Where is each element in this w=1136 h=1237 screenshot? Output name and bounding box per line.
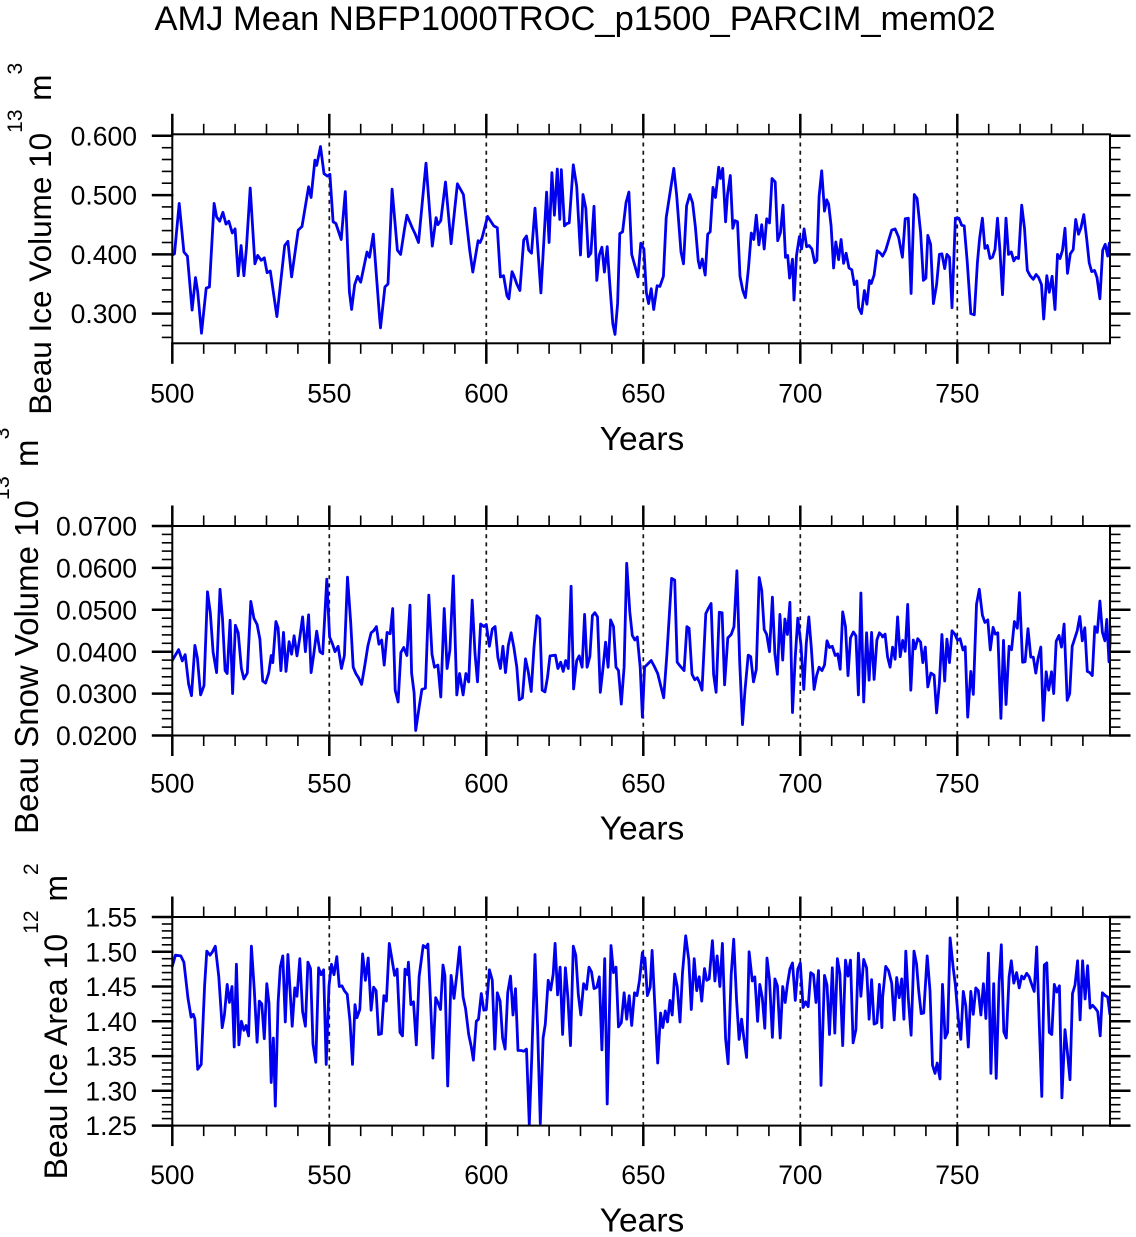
svg-text:700: 700 <box>778 378 822 408</box>
svg-text:500: 500 <box>150 378 194 408</box>
svg-text:550: 550 <box>307 1160 351 1190</box>
svg-text:700: 700 <box>778 1160 822 1190</box>
svg-text:Years: Years <box>600 810 684 847</box>
svg-text:750: 750 <box>935 1160 979 1190</box>
svg-text:1.45: 1.45 <box>85 972 137 1002</box>
svg-text:600: 600 <box>464 1160 508 1190</box>
svg-text:Years: Years <box>600 421 684 458</box>
svg-text:750: 750 <box>935 378 979 408</box>
svg-text:1.30: 1.30 <box>85 1076 137 1106</box>
svg-text:1.25: 1.25 <box>85 1111 137 1141</box>
svg-text:600: 600 <box>464 378 508 408</box>
svg-text:650: 650 <box>621 378 665 408</box>
svg-text:AMJ Mean NBFP1000TROC_p1500_PA: AMJ Mean NBFP1000TROC_p1500_PARCIM_mem02 <box>154 0 995 38</box>
svg-text:0.0300: 0.0300 <box>56 679 137 709</box>
svg-text:0.600: 0.600 <box>71 121 137 151</box>
svg-text:0.500: 0.500 <box>71 181 137 211</box>
svg-text:1.55: 1.55 <box>85 903 137 933</box>
svg-text:0.400: 0.400 <box>71 240 137 270</box>
svg-text:550: 550 <box>307 378 351 408</box>
svg-text:Years: Years <box>600 1202 684 1237</box>
svg-text:750: 750 <box>935 769 979 799</box>
svg-text:500: 500 <box>150 769 194 799</box>
svg-text:1.50: 1.50 <box>85 937 137 967</box>
svg-text:0.0200: 0.0200 <box>56 721 137 751</box>
svg-text:1.40: 1.40 <box>85 1007 137 1037</box>
svg-text:500: 500 <box>150 1160 194 1190</box>
svg-text:1.35: 1.35 <box>85 1042 137 1072</box>
svg-text:0.300: 0.300 <box>71 299 137 329</box>
svg-text:Beau Ice Area 1012​ m2​: Beau Ice Area 1012​ m2​ <box>20 863 74 1179</box>
svg-text:700: 700 <box>778 769 822 799</box>
svg-text:0.0400: 0.0400 <box>56 637 137 667</box>
svg-text:650: 650 <box>621 1160 665 1190</box>
svg-text:Beau Ice Volume 1013​ m3​: Beau Ice Volume 1013​ m3​ <box>4 63 58 415</box>
svg-text:0.0700: 0.0700 <box>56 512 137 542</box>
svg-text:0.0600: 0.0600 <box>56 554 137 584</box>
svg-text:650: 650 <box>621 769 665 799</box>
svg-text:550: 550 <box>307 769 351 799</box>
svg-text:Beau Snow Volume 1013​ m3​: Beau Snow Volume 1013​ m3​ <box>0 428 45 835</box>
svg-text:0.0500: 0.0500 <box>56 595 137 625</box>
svg-text:600: 600 <box>464 769 508 799</box>
